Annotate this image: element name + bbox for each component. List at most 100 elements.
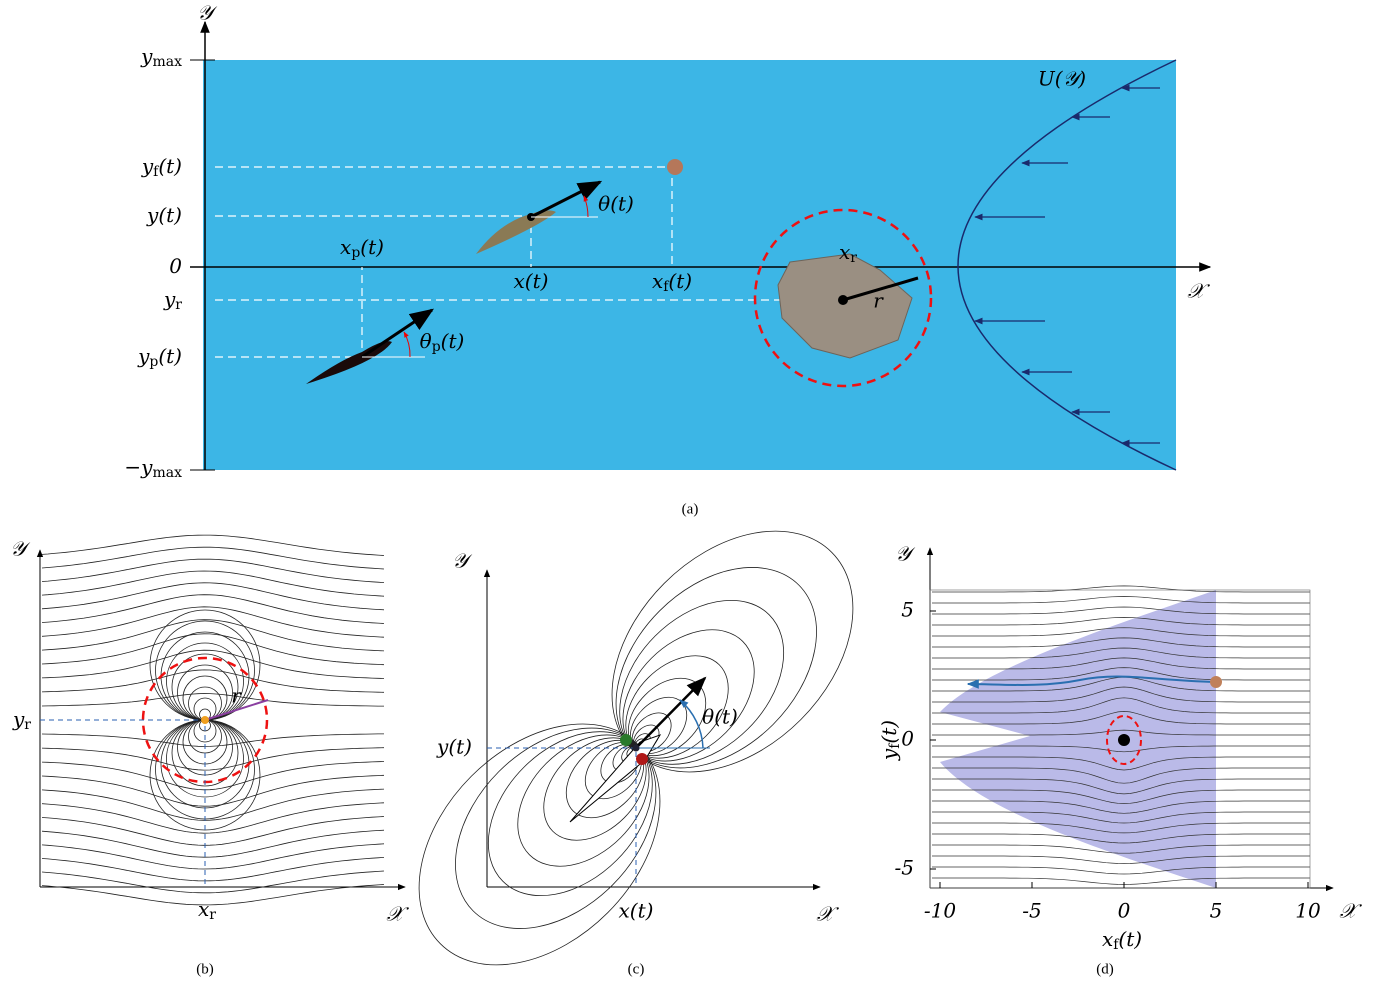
label-tail: (t) bbox=[668, 269, 692, 293]
label: xf(t) bbox=[652, 269, 692, 296]
label-base: y bbox=[163, 287, 176, 311]
label: 10 bbox=[1295, 899, 1321, 923]
streamline bbox=[42, 694, 384, 707]
label-tail: (t) bbox=[877, 720, 901, 744]
label: yf(t) bbox=[141, 154, 182, 181]
label: 0 bbox=[1118, 899, 1131, 923]
label-base: x(t) bbox=[514, 269, 549, 293]
label: (d) bbox=[1096, 961, 1114, 977]
label-base: x bbox=[340, 235, 351, 259]
label-sub: p bbox=[149, 354, 158, 370]
label-sub: p bbox=[351, 245, 360, 261]
label-sub: r bbox=[24, 717, 31, 733]
dipole-loop bbox=[167, 720, 244, 797]
label: 𝒳 bbox=[816, 902, 839, 926]
streamline bbox=[42, 547, 384, 569]
fish-center bbox=[633, 745, 640, 752]
label: xr bbox=[198, 897, 216, 924]
label: yr bbox=[12, 707, 31, 734]
label: yr bbox=[163, 287, 182, 314]
dipole-loop bbox=[189, 687, 222, 720]
dipole-loop bbox=[178, 665, 233, 720]
dipole-loop bbox=[156, 720, 255, 819]
water bbox=[203, 60, 1176, 470]
streamline bbox=[42, 583, 384, 610]
capture-region bbox=[940, 590, 1216, 888]
label: 𝒳 bbox=[386, 902, 409, 926]
label-base: x bbox=[198, 897, 209, 921]
streamline bbox=[932, 607, 1310, 614]
rock-center bbox=[838, 295, 848, 305]
label-base: 0 bbox=[169, 254, 182, 278]
streamline bbox=[42, 634, 384, 665]
streamline bbox=[42, 595, 384, 624]
label: 0 bbox=[169, 254, 182, 278]
label-sub: r bbox=[175, 297, 182, 313]
label: 0 bbox=[901, 727, 914, 751]
dipole-loop bbox=[167, 643, 244, 720]
label-base: x bbox=[652, 269, 663, 293]
rock-center bbox=[1118, 734, 1130, 746]
panel-b bbox=[40, 535, 405, 905]
clip-frame bbox=[487, 575, 827, 887]
streamline bbox=[42, 535, 384, 555]
label: θ(t) bbox=[598, 192, 634, 216]
label-tail: (t) bbox=[441, 329, 465, 353]
streamline bbox=[932, 867, 1310, 874]
label: 𝒴 bbox=[197, 1, 218, 25]
label-sub: max bbox=[152, 54, 182, 70]
streamline bbox=[932, 597, 1310, 604]
streamline bbox=[42, 571, 384, 596]
label-sub: r bbox=[850, 250, 857, 266]
field-loop bbox=[372, 677, 707, 996]
label: θp(t) bbox=[420, 329, 465, 356]
label: yf(t) bbox=[877, 720, 904, 761]
label: r bbox=[873, 289, 884, 313]
food bbox=[1210, 676, 1222, 688]
label: yp(t) bbox=[137, 344, 182, 371]
field-loop bbox=[577, 528, 856, 807]
streamline bbox=[42, 885, 384, 905]
angle-arc bbox=[680, 700, 703, 748]
label: (b) bbox=[196, 961, 214, 977]
label-base: y(t) bbox=[146, 203, 182, 227]
streamline bbox=[42, 817, 384, 846]
label-base: y bbox=[877, 748, 901, 761]
label: 5 bbox=[1210, 899, 1223, 923]
center bbox=[201, 716, 209, 724]
streamline bbox=[932, 878, 1310, 885]
streamline bbox=[42, 775, 384, 806]
label: 𝒴 bbox=[895, 542, 916, 566]
guides bbox=[40, 720, 205, 887]
streamlines bbox=[42, 535, 384, 905]
label-base: θ bbox=[420, 329, 432, 353]
label: 𝒴 bbox=[452, 549, 473, 573]
streamline bbox=[42, 620, 384, 651]
label: 𝒳 bbox=[1187, 279, 1210, 303]
left-sensor bbox=[620, 734, 632, 746]
label: -10 bbox=[924, 899, 956, 923]
streamline bbox=[42, 650, 384, 678]
streamline bbox=[42, 844, 384, 869]
label: r bbox=[231, 684, 242, 708]
label: y(t) bbox=[436, 735, 472, 759]
label: 5 bbox=[901, 598, 914, 622]
label-base: x bbox=[839, 240, 850, 264]
label: (c) bbox=[628, 961, 645, 977]
label: (a) bbox=[682, 501, 699, 517]
label: -5 bbox=[1022, 899, 1041, 923]
label: 𝒴 bbox=[10, 537, 31, 561]
label: -5 bbox=[895, 856, 914, 880]
label-base: y bbox=[12, 707, 25, 731]
label-base: −y bbox=[124, 455, 153, 479]
label: θ(t) bbox=[702, 705, 738, 729]
label-base: y bbox=[141, 154, 154, 178]
streamline bbox=[42, 762, 384, 790]
figure: 𝒴𝒳ymaxyf(t)y(t)0yryp(t)−ymaxxp(t)x(t)xf(… bbox=[0, 0, 1377, 996]
label-base: x bbox=[1102, 927, 1113, 951]
label: xf(t) bbox=[1102, 927, 1142, 954]
streamline bbox=[932, 586, 1310, 592]
label: x(t) bbox=[619, 899, 654, 923]
label-base: y bbox=[137, 344, 150, 368]
label: −ymax bbox=[124, 455, 182, 482]
